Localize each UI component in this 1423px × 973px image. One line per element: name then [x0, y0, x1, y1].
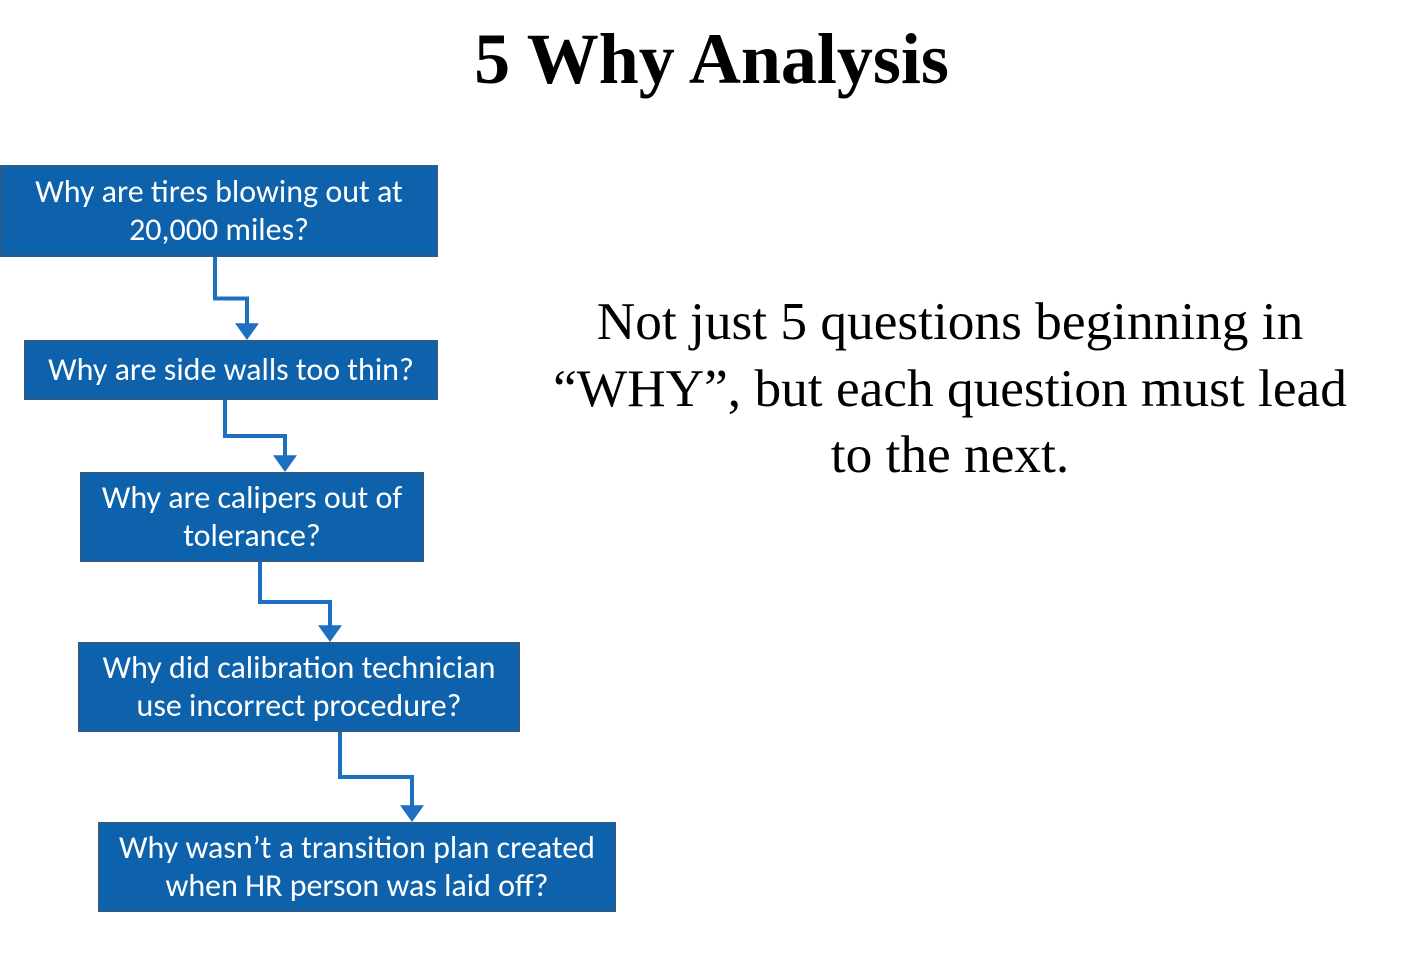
flow-connector-n1-n2	[191, 257, 271, 340]
flow-connector-n4-n5	[316, 732, 436, 822]
flow-node-n4: Why did calibration technician use incor…	[78, 642, 520, 732]
flow-node-n2: Why are side walls too thin?	[24, 340, 438, 400]
flow-node-n5: Why wasn’t a transition plan created whe…	[98, 822, 616, 912]
side-explanation-text: Not just 5 questions beginning in “WHY”,…	[540, 288, 1360, 488]
flow-node-n3: Why are calipers out of tolerance?	[80, 472, 424, 562]
flow-connector-n2-n3	[201, 400, 309, 472]
page-title: 5 Why Analysis	[0, 18, 1423, 101]
flow-connector-n3-n4	[236, 562, 354, 642]
flow-node-n1: Why are tires blowing out at 20,000 mile…	[0, 165, 438, 257]
slide-root: 5 Why Analysis Not just 5 questions begi…	[0, 0, 1423, 973]
